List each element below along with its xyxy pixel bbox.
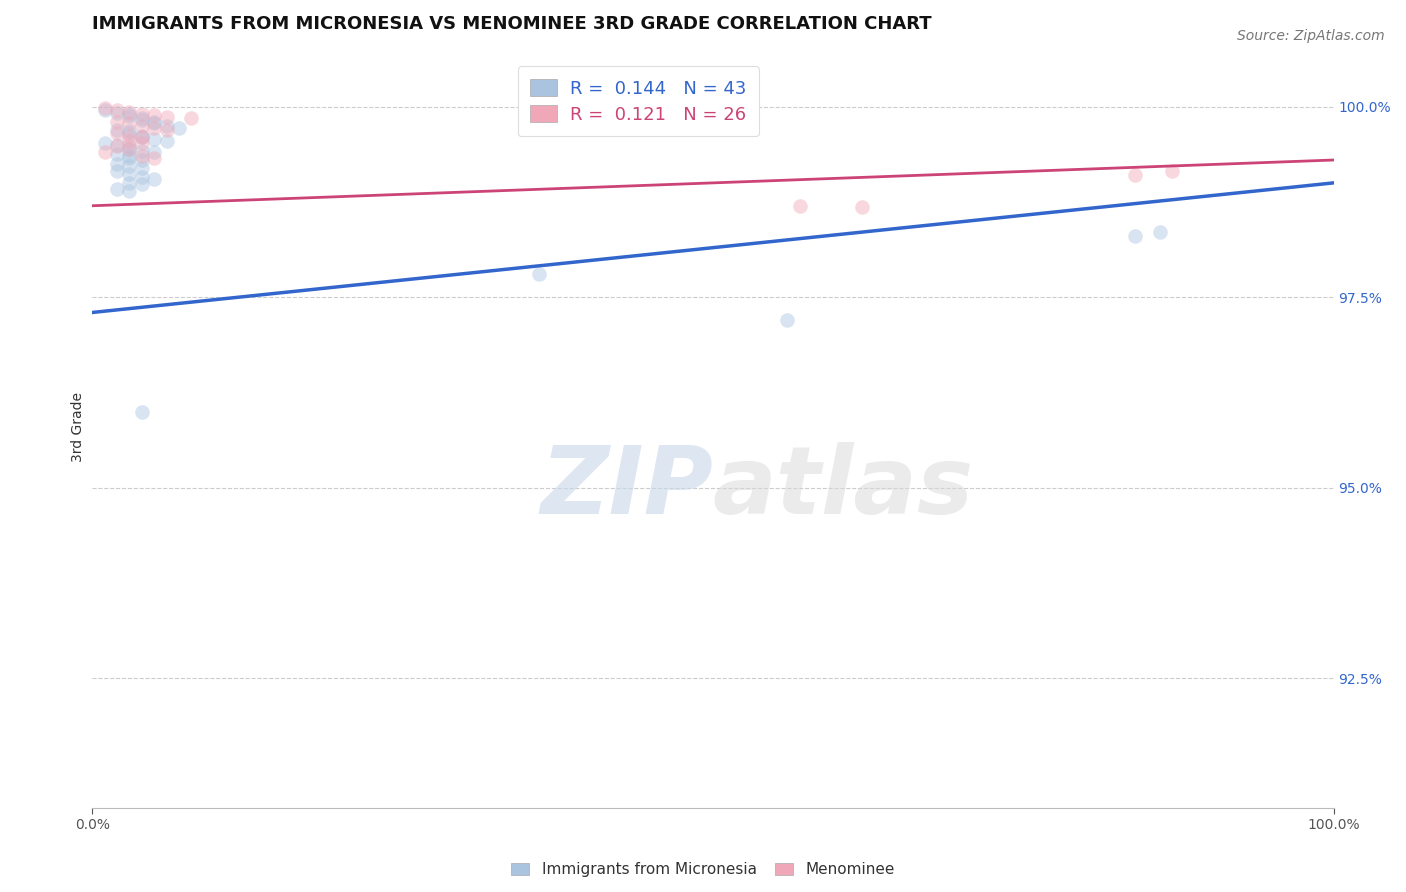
Point — [118, 124, 141, 138]
Point — [93, 103, 115, 118]
Point — [118, 105, 141, 120]
Point — [105, 122, 128, 136]
Point — [527, 268, 550, 282]
Legend: Immigrants from Micronesia, Menominee: Immigrants from Micronesia, Menominee — [505, 856, 901, 884]
Point — [1123, 229, 1146, 244]
Text: atlas: atlas — [713, 442, 974, 533]
Point — [105, 103, 128, 118]
Point — [105, 137, 128, 152]
Point — [131, 128, 153, 143]
Point — [105, 126, 128, 140]
Point — [131, 404, 153, 418]
Point — [131, 169, 153, 184]
Point — [1161, 164, 1184, 178]
Point — [105, 147, 128, 161]
Y-axis label: 3rd Grade: 3rd Grade — [72, 392, 86, 462]
Point — [118, 159, 141, 173]
Point — [1149, 226, 1171, 240]
Point — [93, 136, 115, 151]
Point — [131, 149, 153, 163]
Point — [156, 122, 179, 136]
Point — [131, 106, 153, 120]
Point — [143, 116, 166, 130]
Point — [776, 313, 799, 327]
Point — [143, 120, 166, 135]
Point — [156, 134, 179, 148]
Point — [143, 108, 166, 122]
Point — [131, 113, 153, 128]
Point — [118, 142, 141, 156]
Point — [118, 126, 141, 140]
Point — [131, 178, 153, 192]
Point — [167, 120, 190, 135]
Text: IMMIGRANTS FROM MICRONESIA VS MENOMINEE 3RD GRADE CORRELATION CHART: IMMIGRANTS FROM MICRONESIA VS MENOMINEE … — [93, 15, 932, 33]
Text: Source: ZipAtlas.com: Source: ZipAtlas.com — [1237, 29, 1385, 43]
Point — [143, 172, 166, 186]
Point — [156, 110, 179, 124]
Point — [118, 184, 141, 198]
Point — [118, 116, 141, 130]
Point — [131, 111, 153, 125]
Point — [143, 131, 166, 145]
Point — [851, 200, 873, 214]
Point — [105, 115, 128, 129]
Point — [118, 128, 141, 143]
Point — [118, 142, 141, 156]
Point — [105, 139, 128, 153]
Point — [180, 111, 202, 125]
Point — [1123, 168, 1146, 182]
Point — [143, 145, 166, 160]
Point — [118, 134, 141, 148]
Point — [118, 109, 141, 123]
Point — [118, 176, 141, 190]
Point — [143, 115, 166, 129]
Point — [118, 152, 141, 166]
Point — [131, 119, 153, 133]
Point — [156, 119, 179, 133]
Point — [131, 130, 153, 145]
Point — [131, 153, 153, 167]
Text: ZIP: ZIP — [540, 442, 713, 533]
Point — [143, 152, 166, 166]
Point — [93, 101, 115, 115]
Point — [105, 105, 128, 120]
Point — [93, 145, 115, 160]
Point — [118, 149, 141, 163]
Legend: R =  0.144   N = 43, R =  0.121   N = 26: R = 0.144 N = 43, R = 0.121 N = 26 — [517, 66, 759, 136]
Point — [105, 182, 128, 196]
Point — [131, 136, 153, 151]
Point — [131, 130, 153, 145]
Point — [131, 144, 153, 158]
Point — [118, 107, 141, 121]
Point — [105, 164, 128, 178]
Point — [118, 139, 141, 153]
Point — [789, 199, 811, 213]
Point — [105, 157, 128, 171]
Point — [118, 167, 141, 181]
Point — [131, 161, 153, 175]
